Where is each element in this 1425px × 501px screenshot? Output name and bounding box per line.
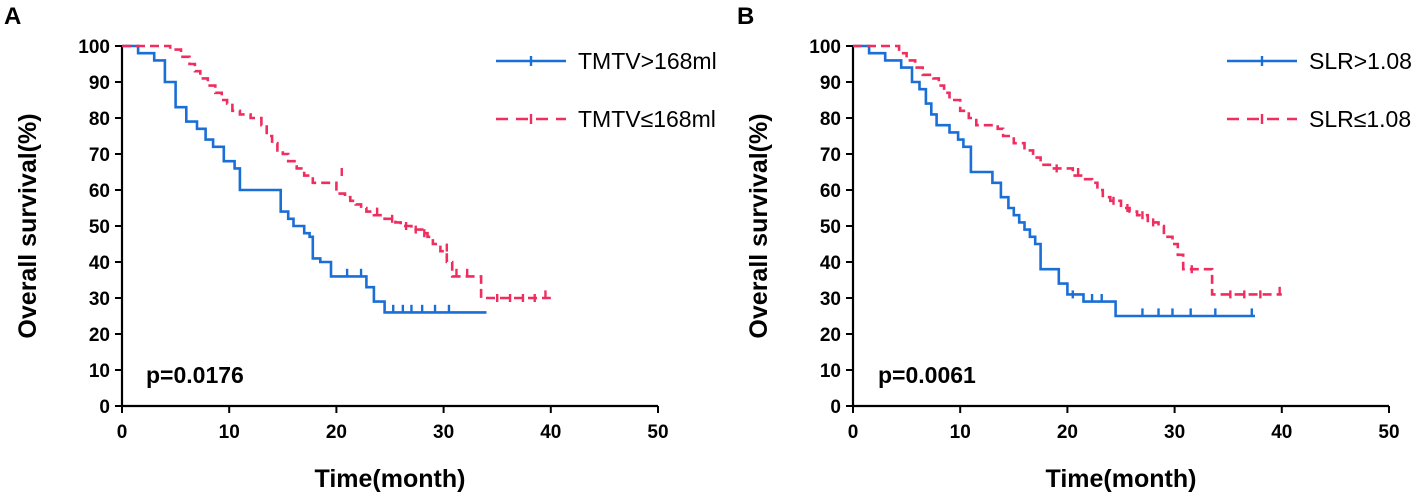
x-axis-title: Time(month)	[1046, 465, 1197, 493]
y-tick-label: 10	[89, 361, 110, 382]
y-tick-label: 100	[78, 37, 110, 58]
x-tick-label: 50	[1378, 422, 1399, 443]
y-tick-label: 80	[89, 109, 110, 130]
y-axis-title: Overall survival(%)	[745, 113, 773, 338]
x-tick-label: 40	[540, 422, 561, 443]
y-tick-label: 40	[820, 253, 841, 274]
p-value-annotation: p=0.0176	[146, 362, 244, 388]
x-tick-label: 40	[1271, 422, 1292, 443]
y-tick-label: 0	[830, 397, 841, 418]
x-tick-label: 10	[219, 422, 240, 443]
survival-curve-low	[122, 44, 551, 300]
x-tick-label: 20	[326, 422, 347, 443]
p-value-annotation: p=0.0061	[878, 362, 976, 388]
legend-label: TMTV≤168ml	[578, 106, 716, 132]
y-tick-label: 90	[89, 73, 110, 94]
legend-label: SLR>1.08	[1309, 48, 1412, 74]
y-tick-label: 0	[99, 397, 110, 418]
y-tick-label: 80	[820, 109, 841, 130]
y-tick-label: 70	[820, 145, 841, 166]
legend-label: TMTV>168ml	[578, 48, 717, 74]
y-tick-label: 30	[89, 289, 110, 310]
x-tick-label: 30	[1164, 422, 1185, 443]
x-tick-label: 20	[1057, 422, 1078, 443]
y-tick-label: 50	[820, 217, 841, 238]
legend-label: SLR≤1.08	[1309, 106, 1411, 132]
panel-label: B	[737, 3, 754, 30]
x-tick-label: 0	[848, 422, 859, 443]
panel-a: A 0 10 20 30 40 50 60 70 80 90 100 0 10 20 30 40 50 Time(m…	[4, 3, 717, 493]
y-tick-label: 100	[809, 37, 841, 58]
y-tick-label: 70	[89, 145, 110, 166]
x-tick-label: 50	[647, 422, 668, 443]
y-axis-title: Overall survival(%)	[14, 113, 42, 338]
y-tick-label: 60	[820, 181, 841, 202]
panel-b: B 0 10 20 30 40 50 60 70 80 90 100 0 10 20 30 40 50 Time(m…	[737, 3, 1412, 493]
survival-curve-high	[853, 44, 1255, 318]
y-tick-label: 60	[89, 181, 110, 202]
survival-curve-low	[853, 44, 1282, 296]
y-tick-label: 20	[820, 325, 841, 346]
survival-curve-high	[122, 44, 487, 314]
x-tick-label: 10	[950, 422, 971, 443]
x-axis-title: Time(month)	[315, 465, 466, 493]
y-tick-label: 90	[820, 73, 841, 94]
y-tick-label: 30	[820, 289, 841, 310]
panel-label: A	[4, 3, 21, 30]
x-tick-label: 30	[433, 422, 454, 443]
y-tick-label: 10	[820, 361, 841, 382]
y-tick-label: 40	[89, 253, 110, 274]
y-tick-label: 20	[89, 325, 110, 346]
y-tick-label: 50	[89, 217, 110, 238]
x-tick-label: 0	[117, 422, 128, 443]
